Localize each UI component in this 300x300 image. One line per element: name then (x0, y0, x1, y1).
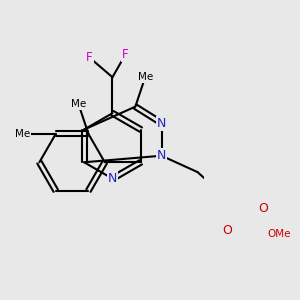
Text: N: N (157, 149, 166, 162)
Text: Me: Me (15, 129, 31, 139)
Text: OMe: OMe (268, 229, 291, 239)
Text: O: O (222, 224, 232, 238)
Text: N: N (108, 172, 117, 185)
Text: F: F (86, 51, 93, 64)
Text: Me: Me (137, 72, 153, 82)
Text: Me: Me (71, 100, 86, 110)
Text: N: N (157, 116, 166, 130)
Text: O: O (258, 202, 268, 214)
Text: F: F (122, 48, 129, 61)
